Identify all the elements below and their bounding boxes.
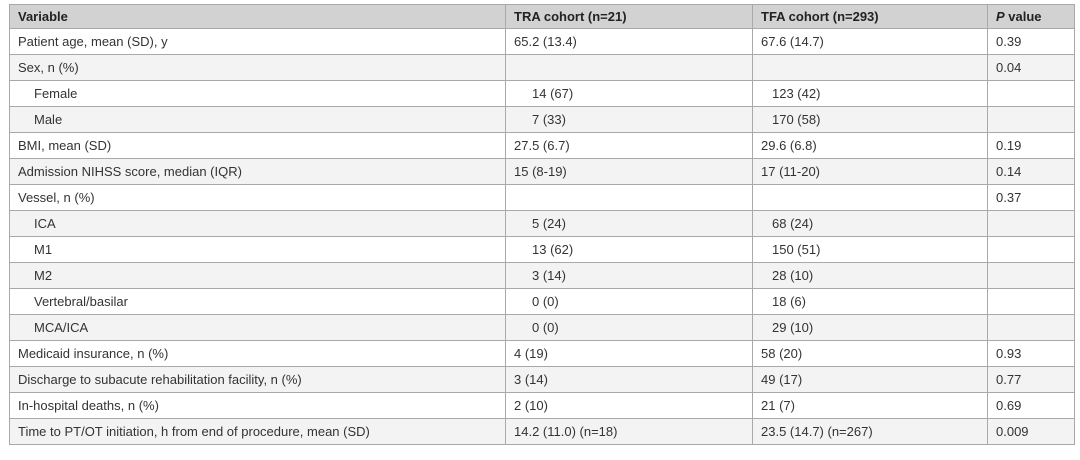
- table-row: Time to PT/OT initiation, h from end of …: [9, 418, 1075, 445]
- table-row: Male 7 (33) 170 (58): [9, 106, 1075, 133]
- cell-tfa: 17 (11-20): [752, 158, 988, 185]
- header-variable: Variable: [9, 4, 506, 29]
- cell-tfa: 58 (20): [752, 340, 988, 367]
- cell-p-value: 0.19: [987, 132, 1075, 159]
- cell-variable: Sex, n (%): [9, 54, 506, 81]
- cell-tfa: 29.6 (6.8): [752, 132, 988, 159]
- cell-tfa: 67.6 (14.7): [752, 28, 988, 55]
- cell-tfa: [752, 184, 988, 211]
- table-row: Admission NIHSS score, median (IQR) 15 (8…: [9, 158, 1075, 185]
- cell-tfa: 68 (24): [752, 210, 988, 237]
- cell-variable: Discharge to subacute rehabilitation fac…: [9, 366, 506, 393]
- cell-tra: 5 (24): [505, 210, 753, 237]
- cell-tfa: 23.5 (14.7) (n=267): [752, 418, 988, 445]
- cell-p-value: [987, 236, 1075, 263]
- cell-tra: [505, 54, 753, 81]
- cell-tfa: 28 (10): [752, 262, 988, 289]
- cell-variable: Male: [9, 106, 506, 133]
- p-symbol: P: [996, 9, 1005, 24]
- table-row: Medicaid insurance, n (%) 4 (19) 58 (20) 0.…: [9, 340, 1075, 367]
- table-row: Female 14 (67) 123 (42): [9, 80, 1075, 107]
- cell-tra: 0 (0): [505, 288, 753, 315]
- cell-tra: 7 (33): [505, 106, 753, 133]
- cell-variable: M1: [9, 236, 506, 263]
- cell-p-value: 0.39: [987, 28, 1075, 55]
- cell-p-value: [987, 210, 1075, 237]
- header-row: Variable TRA cohort (n=21) TFA cohort (n…: [9, 4, 1075, 29]
- cell-tra: 27.5 (6.7): [505, 132, 753, 159]
- cell-variable: Vessel, n (%): [9, 184, 506, 211]
- table-row: Patient age, mean (SD), y 65.2 (13.4) 67.6…: [9, 28, 1075, 55]
- cell-variable: M2: [9, 262, 506, 289]
- cell-tra: [505, 184, 753, 211]
- cell-variable: Patient age, mean (SD), y: [9, 28, 506, 55]
- cell-p-value: [987, 80, 1075, 107]
- cell-p-value: 0.69: [987, 392, 1075, 419]
- cell-p-value: [987, 314, 1075, 341]
- cell-tra: 14 (67): [505, 80, 753, 107]
- cell-tfa: 29 (10): [752, 314, 988, 341]
- cell-tfa: 21 (7): [752, 392, 988, 419]
- cell-variable: In-hospital deaths, n (%): [9, 392, 506, 419]
- cell-p-value: 0.009: [987, 418, 1075, 445]
- cell-tfa: 123 (42): [752, 80, 988, 107]
- header-p-value: P value: [987, 4, 1075, 29]
- cell-tra: 15 (8-19): [505, 158, 753, 185]
- cell-tfa: 18 (6): [752, 288, 988, 315]
- cell-tra: 3 (14): [505, 366, 753, 393]
- table-row: ICA 5 (24) 68 (24): [9, 210, 1075, 237]
- cell-variable: Female: [9, 80, 506, 107]
- table-row: M1 13 (62) 150 (51): [9, 236, 1075, 263]
- cell-p-value: 0.77: [987, 366, 1075, 393]
- cell-p-value: 0.93: [987, 340, 1075, 367]
- cell-tfa: 170 (58): [752, 106, 988, 133]
- cell-variable: Time to PT/OT initiation, h from end of …: [9, 418, 506, 445]
- cell-p-value: [987, 262, 1075, 289]
- cell-p-value: [987, 288, 1075, 315]
- cell-tfa: 49 (17): [752, 366, 988, 393]
- cell-tra: 3 (14): [505, 262, 753, 289]
- cell-variable: Vertebral/basilar: [9, 288, 506, 315]
- table-row: Vertebral/basilar 0 (0) 18 (6): [9, 288, 1075, 315]
- table-row: Discharge to subacute rehabilitation fac…: [9, 366, 1075, 393]
- cell-tra: 14.2 (11.0) (n=18): [505, 418, 753, 445]
- table-row: MCA/ICA 0 (0) 29 (10): [9, 314, 1075, 341]
- cell-variable: Medicaid insurance, n (%): [9, 340, 506, 367]
- header-tfa-cohort: TFA cohort (n=293): [752, 4, 988, 29]
- cell-p-value: 0.04: [987, 54, 1075, 81]
- table-row: BMI, mean (SD) 27.5 (6.7) 29.6 (6.8) 0.19: [9, 132, 1075, 159]
- table-row: In-hospital deaths, n (%) 2 (10) 21 (7) 0.6…: [9, 392, 1075, 419]
- cell-variable: MCA/ICA: [9, 314, 506, 341]
- table-row: Sex, n (%) 0.04: [9, 54, 1075, 81]
- cell-p-value: 0.14: [987, 158, 1075, 185]
- cell-tra: 4 (19): [505, 340, 753, 367]
- cohort-comparison-table: Variable TRA cohort (n=21) TFA cohort (n…: [9, 4, 1075, 445]
- cell-tfa: [752, 54, 988, 81]
- header-tra-cohort: TRA cohort (n=21): [505, 4, 753, 29]
- cell-tfa: 150 (51): [752, 236, 988, 263]
- cell-p-value: 0.37: [987, 184, 1075, 211]
- cell-tra: 2 (10): [505, 392, 753, 419]
- table-body: Patient age, mean (SD), y 65.2 (13.4) 67.6…: [9, 28, 1075, 445]
- cell-variable: BMI, mean (SD): [9, 132, 506, 159]
- p-value-label: value: [1004, 9, 1042, 24]
- cell-variable: Admission NIHSS score, median (IQR): [9, 158, 506, 185]
- cell-variable: ICA: [9, 210, 506, 237]
- cell-tra: 0 (0): [505, 314, 753, 341]
- cell-tra: 65.2 (13.4): [505, 28, 753, 55]
- table-row: M2 3 (14) 28 (10): [9, 262, 1075, 289]
- cell-p-value: [987, 106, 1075, 133]
- cell-tra: 13 (62): [505, 236, 753, 263]
- table-row: Vessel, n (%) 0.37: [9, 184, 1075, 211]
